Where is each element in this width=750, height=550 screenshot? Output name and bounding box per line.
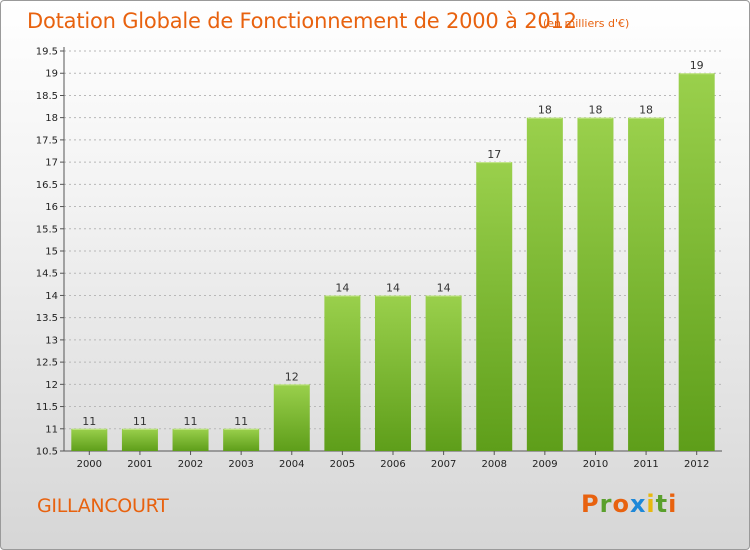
bar-value-label: 17 bbox=[487, 148, 501, 161]
y-tick-label: 14 bbox=[45, 291, 58, 302]
x-tick-label: 2009 bbox=[532, 459, 557, 470]
y-tick-label: 13.5 bbox=[36, 313, 58, 324]
bar[interactable] bbox=[121, 428, 158, 451]
bar-value-label: 19 bbox=[690, 59, 704, 72]
bar[interactable] bbox=[273, 384, 310, 451]
bar[interactable] bbox=[223, 428, 260, 451]
bar-value-label: 12 bbox=[285, 370, 299, 383]
x-tick-label: 2007 bbox=[431, 459, 456, 470]
x-tick-label: 2006 bbox=[380, 459, 405, 470]
bar-value-label: 18 bbox=[639, 104, 653, 117]
bar[interactable] bbox=[375, 295, 411, 451]
bar-value-label: 11 bbox=[133, 415, 147, 428]
x-tick-label: 2002 bbox=[178, 459, 203, 470]
bar-value-label: 11 bbox=[234, 415, 248, 428]
y-tick-label: 11 bbox=[45, 424, 58, 435]
bar-value-label: 11 bbox=[184, 415, 198, 428]
chart-title: Dotation Globale de Fonctionnement de 20… bbox=[27, 9, 577, 33]
y-tick-label: 18 bbox=[45, 113, 58, 124]
bar[interactable] bbox=[324, 295, 361, 451]
y-tick-label: 19.5 bbox=[36, 47, 58, 58]
logo-letter: r bbox=[599, 490, 613, 518]
commune-name: GILLANCOURT bbox=[37, 495, 169, 517]
logo-letter: P bbox=[581, 490, 600, 518]
bar-value-label: 14 bbox=[335, 281, 349, 294]
y-tick-label: 13 bbox=[45, 335, 58, 346]
bar-value-label: 18 bbox=[538, 104, 552, 117]
x-tick-label: 2011 bbox=[633, 459, 658, 470]
bar[interactable] bbox=[476, 162, 513, 451]
chart-subtitle: (en milliers d'€) bbox=[543, 17, 630, 30]
bar[interactable] bbox=[577, 117, 614, 452]
bar-value-label: 14 bbox=[437, 281, 451, 294]
x-tick-label: 2005 bbox=[330, 459, 355, 470]
x-tick-label: 2000 bbox=[77, 459, 102, 470]
y-tick-label: 16.5 bbox=[36, 180, 58, 191]
y-tick-label: 11.5 bbox=[36, 402, 58, 413]
y-tick-label: 12.5 bbox=[36, 358, 58, 369]
bar[interactable] bbox=[425, 295, 462, 451]
y-tick-label: 19 bbox=[45, 69, 58, 80]
y-tick-label: 14.5 bbox=[36, 269, 58, 280]
y-tick-label: 15 bbox=[45, 247, 58, 258]
logo-letter: i bbox=[646, 490, 656, 518]
logo-letter: o bbox=[612, 490, 630, 518]
proxiti-logo[interactable]: Proxiti bbox=[581, 490, 677, 518]
x-tick-label: 2010 bbox=[583, 459, 608, 470]
bar[interactable] bbox=[628, 117, 665, 452]
x-tick-label: 2004 bbox=[279, 459, 304, 470]
bar-value-label: 14 bbox=[386, 281, 400, 294]
label-layer: 10.5 11 11.5 12 12.5 13 13.5 14 14.5 15 15.5 16 16.5… bbox=[36, 47, 710, 471]
y-tick-label: 17 bbox=[45, 158, 58, 169]
bar[interactable] bbox=[526, 117, 563, 452]
bar-value-label: 11 bbox=[82, 415, 96, 428]
bar-value-label: 18 bbox=[588, 104, 602, 117]
bar-layer bbox=[71, 73, 715, 452]
y-tick-label: 18.5 bbox=[36, 91, 58, 102]
y-tick-label: 12 bbox=[45, 380, 58, 391]
y-tick-label: 15.5 bbox=[36, 224, 58, 235]
logo-letter: x bbox=[629, 490, 647, 518]
x-tick-label: 2001 bbox=[127, 459, 152, 470]
bar[interactable] bbox=[678, 73, 715, 451]
x-tick-label: 2003 bbox=[228, 459, 253, 470]
logo-letter: i bbox=[668, 490, 678, 518]
x-tick-label: 2008 bbox=[482, 459, 507, 470]
logo-letter: t bbox=[655, 490, 669, 518]
y-tick-label: 17.5 bbox=[36, 135, 58, 146]
bar[interactable] bbox=[71, 428, 108, 451]
bar[interactable] bbox=[172, 428, 209, 451]
x-tick-label: 2012 bbox=[684, 459, 709, 470]
y-tick-label: 10.5 bbox=[36, 447, 58, 458]
y-tick-label: 16 bbox=[45, 202, 58, 213]
